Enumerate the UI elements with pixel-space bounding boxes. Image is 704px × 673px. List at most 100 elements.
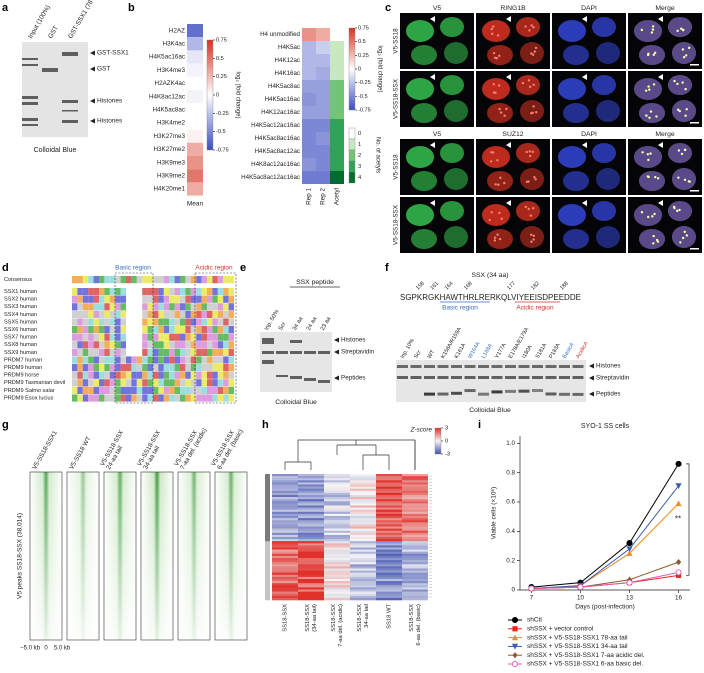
residue <box>158 326 164 334</box>
residue <box>201 288 207 296</box>
z-cell <box>272 545 298 548</box>
acetyl-legend <box>348 138 356 151</box>
residue <box>136 295 143 303</box>
gel-band <box>424 376 435 379</box>
marker <box>577 584 584 591</box>
heatmap-frame <box>29 471 63 641</box>
region-label: Acidic region <box>195 265 233 272</box>
residue <box>126 341 132 349</box>
peak-fade <box>141 472 173 640</box>
nucleus <box>563 103 589 123</box>
residue <box>120 348 126 356</box>
z-cell <box>350 511 376 515</box>
residue <box>120 356 126 364</box>
gel-band <box>290 351 302 354</box>
gel-band <box>532 376 543 379</box>
band-label: Histones <box>341 337 366 344</box>
gel-band <box>318 380 330 383</box>
residue <box>190 326 197 334</box>
residue <box>185 288 191 296</box>
residue <box>93 348 99 356</box>
gel-band <box>478 392 489 396</box>
residue <box>169 394 175 402</box>
residue <box>163 333 170 341</box>
sequence-name: PRDM9 Tasmanian devil <box>4 380 65 386</box>
residue <box>104 341 110 349</box>
residue <box>72 371 78 379</box>
focus <box>533 176 536 179</box>
cluster-bar <box>265 570 270 573</box>
residue <box>142 356 148 364</box>
residue <box>163 348 170 356</box>
residue <box>131 341 137 349</box>
gel-band <box>410 365 422 368</box>
z-cell <box>402 516 428 519</box>
residue <box>142 288 148 296</box>
lane-label: Scr <box>413 349 422 359</box>
z-cell <box>350 579 376 582</box>
residue <box>158 394 164 402</box>
focus <box>498 54 501 58</box>
residue <box>169 303 175 311</box>
z-cell <box>272 553 298 557</box>
z-cell <box>298 587 324 590</box>
residue <box>93 379 99 387</box>
region-label: Basic region <box>442 305 478 312</box>
acetyl-cell <box>330 106 344 119</box>
residue <box>169 348 175 356</box>
residue <box>163 288 170 296</box>
band-arrow <box>589 363 594 369</box>
gel-band <box>437 376 449 379</box>
focus <box>683 230 686 234</box>
z-cell <box>324 572 350 576</box>
band-arrow <box>334 349 339 355</box>
row-label: V5-SS18 <box>393 28 400 54</box>
arrowhead <box>582 16 587 22</box>
residue <box>142 341 148 349</box>
panel-letter: c <box>385 2 391 14</box>
z-cell <box>324 524 350 527</box>
gel-band <box>262 338 274 344</box>
residue <box>104 326 110 334</box>
residue <box>126 348 132 356</box>
z-cell <box>298 513 324 517</box>
z-cell <box>324 522 350 525</box>
heat-cell <box>316 119 330 132</box>
z-cell <box>402 537 428 540</box>
column-label: 7-aa del. (acidic) <box>338 604 344 647</box>
gel-band <box>62 52 78 56</box>
residue <box>217 371 224 379</box>
heatmap-frame <box>214 471 248 641</box>
residue <box>88 318 94 326</box>
residue <box>82 288 89 296</box>
acetyl-cell <box>330 41 344 54</box>
focus <box>491 25 495 28</box>
z-cell <box>298 501 324 504</box>
z-cell <box>272 476 298 479</box>
gel-band <box>304 378 316 381</box>
residue <box>180 333 186 341</box>
z-cell <box>272 579 298 582</box>
column-label: 34-aa tail <box>364 604 370 628</box>
acetyl-cell <box>330 67 344 80</box>
residue <box>82 276 89 284</box>
z-cell <box>350 532 376 536</box>
focus <box>683 148 687 152</box>
z-cell <box>402 572 428 576</box>
z-cell <box>272 482 298 485</box>
stain-label: Colloidal Blue <box>469 407 511 414</box>
cluster-bar <box>265 591 270 594</box>
z-cell <box>402 591 428 594</box>
gel-band <box>572 365 584 368</box>
residue <box>147 348 153 356</box>
x-tick-label: 13 <box>626 595 634 602</box>
residue <box>93 386 99 394</box>
heat-cell <box>302 158 316 171</box>
residue <box>217 276 224 284</box>
residue <box>115 379 121 387</box>
lane-label: GST <box>47 25 60 40</box>
z-cell <box>272 532 298 536</box>
gel-band <box>491 365 503 368</box>
residue <box>72 333 78 341</box>
chart-title: SYO-1 SS cells <box>581 423 630 430</box>
